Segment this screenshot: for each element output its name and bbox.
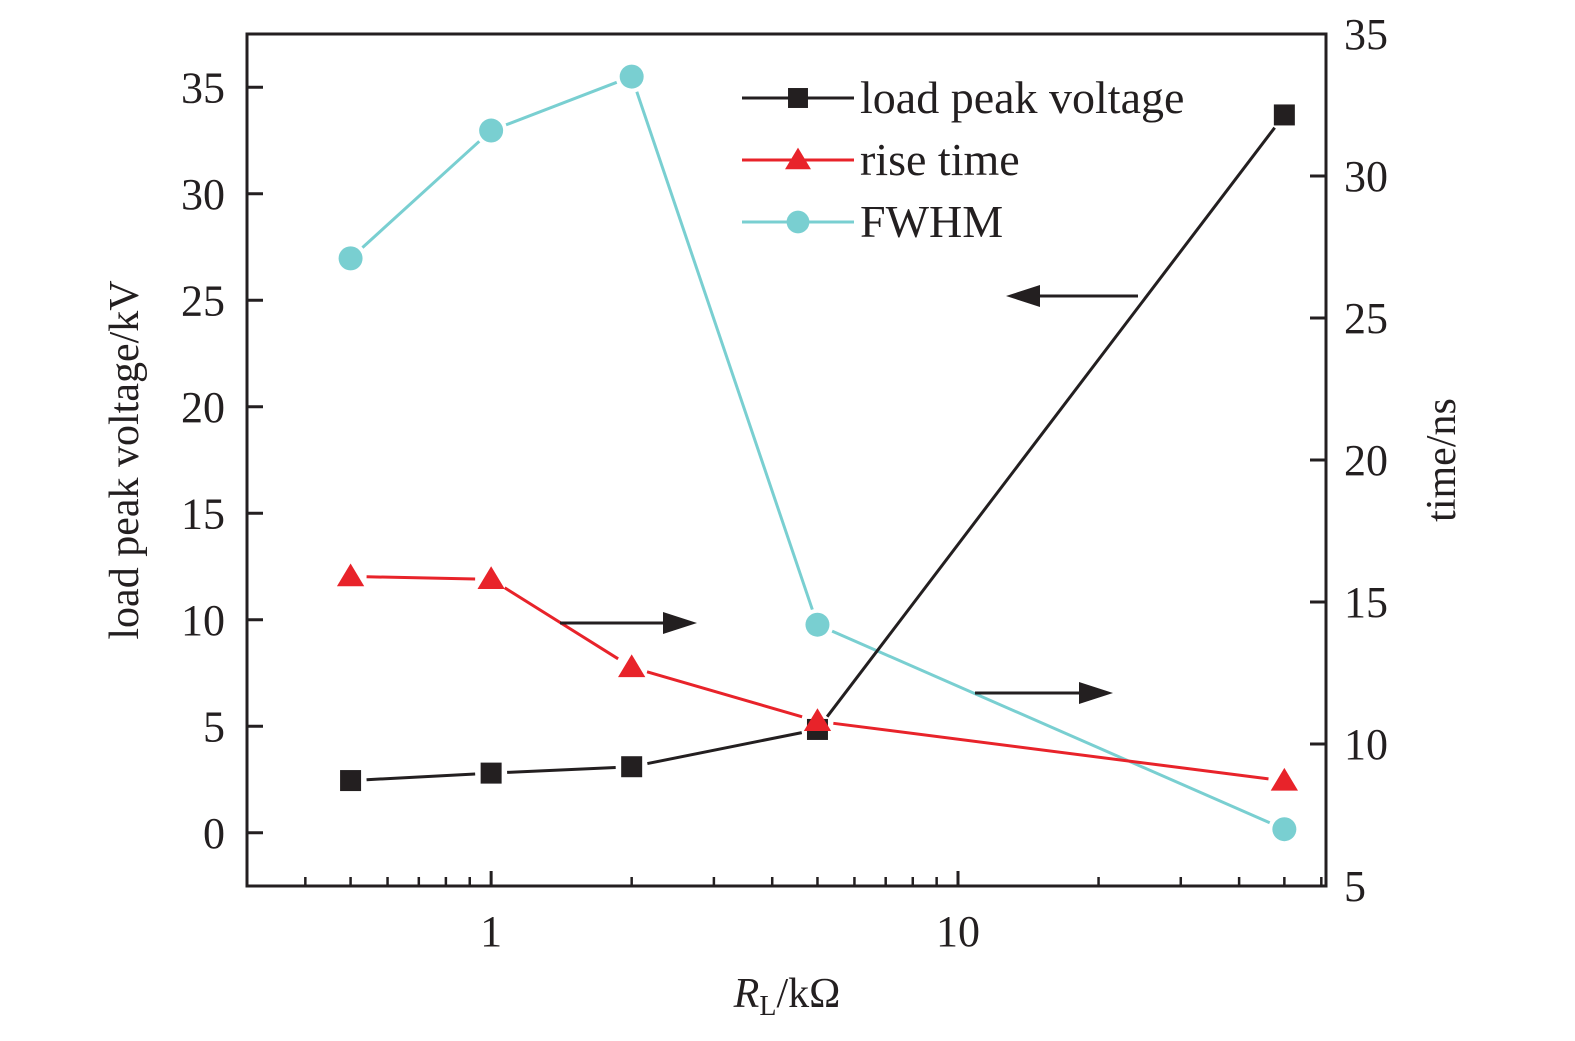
x-axis-title-rest: /kΩ [776,971,840,1017]
legend: load peak voltage rise time FWHM [742,72,1184,247]
data-point-fwhm [1272,817,1297,842]
series-line-segment [505,80,618,127]
arrow-left-annotation [1006,285,1138,307]
y-axis-left-title: load peak voltage/kV [102,280,148,639]
series-line-segment [833,721,1269,781]
x-tick-label: 1 [480,907,502,956]
plot-frame [245,32,1328,888]
axis-labels: load peak voltage/kV time/ns RL/kΩ [102,280,1465,1022]
legend-marker-rise-time [785,147,811,170]
data-point-fwhm [338,246,363,271]
series-line-segment [507,765,616,774]
y-left-tick-label: 15 [181,489,225,538]
data-point-rise-time [336,563,365,587]
series-line-segment [366,575,476,581]
series-line-segment [635,91,814,611]
x-axis-title: RL/kΩ [733,971,841,1022]
data-point-fwhm [619,64,644,89]
data-point-rise-time [1270,767,1299,791]
data-point-rise-time [477,566,505,590]
data-point-fwhm [479,118,504,143]
y-left-tick-label: 25 [181,276,225,325]
data-point-rise-time [618,654,646,678]
series-load-peak-voltage [340,104,1295,792]
y-left-tick-label: 30 [181,170,225,219]
legend-label: rise time [860,134,1020,185]
legend-item-rise-time: rise time [742,134,1020,185]
data-point-rise-time [803,708,832,732]
data-point-load-peak-voltage [480,762,502,784]
arrow-right-annotation-fwhm [975,682,1113,704]
series-line-segment [366,772,476,782]
series-line-segment [825,126,1276,718]
axes: 1 10 0 5 10 15 20 25 30 35 5 10 15 20 25 30 35 [181,10,1388,956]
y-left-tick-label: 0 [203,809,225,858]
data-point-load-peak-voltage [621,756,643,778]
x-axis-title-sub: L [759,991,776,1022]
arrow-right-annotation-rise-time [560,612,697,634]
y-right-tick-label: 25 [1344,294,1388,343]
y-right-tick-label: 15 [1344,578,1388,627]
annotations [560,285,1138,704]
y-left-tick-label: 5 [203,702,225,751]
arrow-head [1079,682,1113,704]
y-left-tick-label: 35 [181,63,225,112]
y-left-tick-label: 10 [181,596,225,645]
y-right-tick-label: 20 [1344,436,1388,485]
data-point-load-peak-voltage [340,770,362,792]
series-line-segment [647,731,803,766]
series-rise-time [336,563,1299,791]
legend-item-load-peak-voltage: load peak voltage [742,72,1184,123]
legend-marker-fwhm [786,210,810,234]
y-right-tick-label: 5 [1344,862,1366,911]
legend-marker-load-peak-voltage [788,88,808,108]
arrow-head [663,612,697,634]
x-axis-title-main: R [733,971,760,1017]
arrow-head [1006,285,1040,307]
series-fwhm [338,64,1297,842]
y-right-tick-label: 10 [1344,720,1388,769]
data-point-fwhm [805,612,830,637]
series-line-segment [361,140,481,249]
legend-label: FWHM [860,196,1003,247]
legend-label: load peak voltage [860,72,1184,123]
series-line-segment [646,670,803,719]
y-right-tick-label: 30 [1344,152,1388,201]
y-axis-right-title: time/ns [1419,398,1465,522]
y-right-tick-label: 35 [1344,10,1388,59]
series-layer [336,64,1299,842]
data-point-load-peak-voltage [1273,104,1295,126]
y-left-tick-label: 20 [181,383,225,432]
x-tick-label: 10 [936,907,980,956]
series-line-segment [831,629,1271,825]
legend-item-fwhm: FWHM [742,196,1003,247]
